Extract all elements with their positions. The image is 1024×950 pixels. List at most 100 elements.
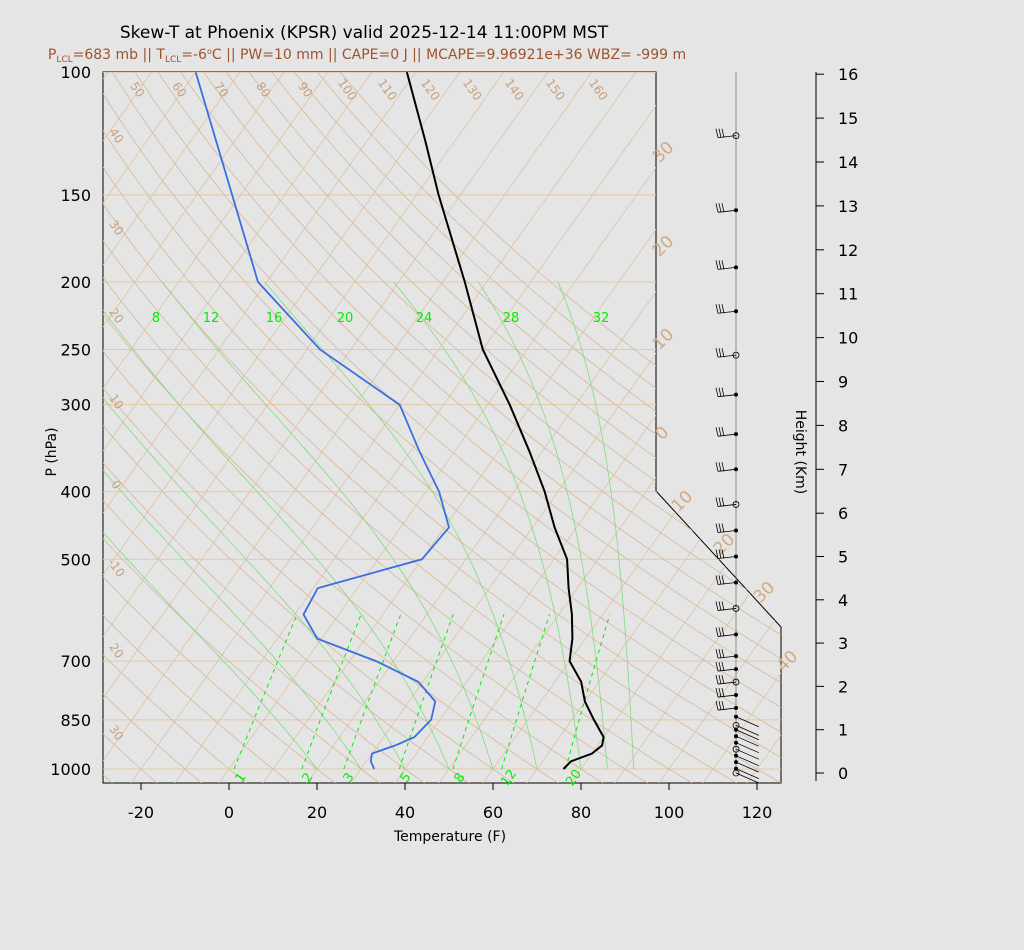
barb-feather <box>718 674 722 685</box>
dry-adiabat-line <box>112 72 781 783</box>
barb-feather <box>718 260 722 270</box>
x-tick-label: 0 <box>224 803 234 822</box>
dry-adiabat-line <box>157 72 781 783</box>
height-tick-label: 15 <box>838 109 858 128</box>
wind-barb <box>715 700 739 711</box>
dry-adiabat-line <box>248 72 781 783</box>
wind-barb <box>715 203 739 213</box>
temperature-profile <box>405 72 605 770</box>
moist-adiabat-line <box>557 281 635 770</box>
barb-feather <box>715 523 719 533</box>
height-tick-label: 12 <box>838 241 858 260</box>
moist-adiabat-line <box>103 281 450 770</box>
pressure-tick-label: 700 <box>60 652 91 671</box>
wind-barb <box>715 687 739 698</box>
barb-feather <box>721 661 725 672</box>
barb-feather <box>715 674 719 685</box>
subtitle-rest: C || PW=10 mm || CAPE=0 J || MCAPE=9.969… <box>212 47 686 63</box>
wind-barbs <box>715 72 759 784</box>
wind-barb <box>715 661 739 672</box>
dry-adiabat-line <box>103 72 158 783</box>
mixing-ratio-label: 32 <box>593 311 610 326</box>
wind-barb <box>715 387 739 398</box>
barb-feather <box>721 387 725 397</box>
isotherm-line <box>526 72 781 783</box>
isotherm-line <box>174 72 692 783</box>
barb-feather <box>718 649 722 659</box>
barb-feather <box>721 523 725 533</box>
wind-barb <box>715 627 739 637</box>
barb-feather <box>715 687 719 698</box>
barb-shaft <box>735 768 759 780</box>
dry-adiabat-line <box>103 72 248 783</box>
barb-shaft <box>735 742 759 754</box>
dry-adiabat-line <box>103 72 515 783</box>
dry-adiabat-line <box>225 72 781 783</box>
barb-feather <box>718 497 722 507</box>
dry-adiabat-line <box>103 72 337 783</box>
pressure-tick-label: 850 <box>60 711 91 730</box>
mixing-ratio-label: 20 <box>337 311 354 326</box>
wind-barb <box>715 523 739 533</box>
isotherm-line <box>103 72 560 783</box>
isotherm-line <box>967 57 1024 784</box>
x-tick-label: 120 <box>742 803 773 822</box>
isotherm-line <box>0 57 31 784</box>
barb-feather <box>715 497 719 507</box>
wind-barb <box>732 745 759 760</box>
isotherm-line <box>103 72 340 783</box>
isotherm-line <box>0 57 75 784</box>
x-tick-label: 60 <box>483 803 503 822</box>
pressure-tick-label: 1000 <box>50 760 91 779</box>
dry-adiabat-line <box>271 72 781 783</box>
barb-feather <box>715 427 719 437</box>
wind-barb <box>715 427 739 437</box>
isotherm-line <box>103 72 604 783</box>
barb-shaft <box>735 748 759 760</box>
dry-adiabat-line <box>103 72 203 783</box>
barb-feather <box>715 462 719 472</box>
height-tick-label: 13 <box>838 197 858 216</box>
isotherm-line <box>879 57 1024 784</box>
x-axis-title: Temperature (F) <box>393 829 506 845</box>
barb-feather <box>721 497 725 507</box>
barb-feather <box>718 523 722 533</box>
wind-barb <box>715 348 740 359</box>
x-tick-label: 100 <box>654 803 685 822</box>
wind-barb <box>715 649 739 659</box>
x-tick-label: 80 <box>571 803 591 822</box>
wind-barb <box>715 575 739 585</box>
moist-adiabat-line <box>264 281 538 770</box>
mixing-ratio-line <box>452 614 505 770</box>
isotherm-line <box>1011 57 1024 784</box>
barb-feather <box>715 260 719 270</box>
isotherm-line <box>103 72 428 783</box>
wind-barb <box>715 497 740 508</box>
barb-feather <box>718 661 722 672</box>
barb-feather <box>721 304 725 314</box>
wind-barb <box>734 753 759 767</box>
chart-title: Skew-T at Phoenix (KPSR) valid 2025-12-1… <box>120 23 609 43</box>
wind-barb <box>732 721 759 736</box>
barb-feather <box>721 700 725 711</box>
isotherm-line <box>130 72 648 783</box>
barb-feather <box>715 304 719 314</box>
barb-feather <box>715 348 719 358</box>
pressure-tick-label: 400 <box>60 483 91 502</box>
chart-subtitle: PLCL=683 mb || TLCL=-6oC || PW=10 mm || … <box>48 47 686 65</box>
dry-adiabat-line <box>294 72 781 783</box>
barb-feather <box>721 649 725 659</box>
barb-feather <box>718 427 722 437</box>
dry-adiabat-line <box>103 72 781 783</box>
x-tick-label: 20 <box>307 803 327 822</box>
moist-adiabat-line <box>162 281 494 770</box>
pressure-tick-label: 200 <box>60 273 91 292</box>
wind-barb <box>734 714 759 728</box>
height-tick-label: 9 <box>838 373 848 392</box>
barb-feather <box>715 128 719 138</box>
wind-barb <box>734 734 759 747</box>
barb-feather <box>721 128 725 138</box>
height-tick-label: 2 <box>838 677 848 696</box>
moist-adiabat-line <box>103 281 318 770</box>
dry-adiabat-line <box>103 72 426 783</box>
